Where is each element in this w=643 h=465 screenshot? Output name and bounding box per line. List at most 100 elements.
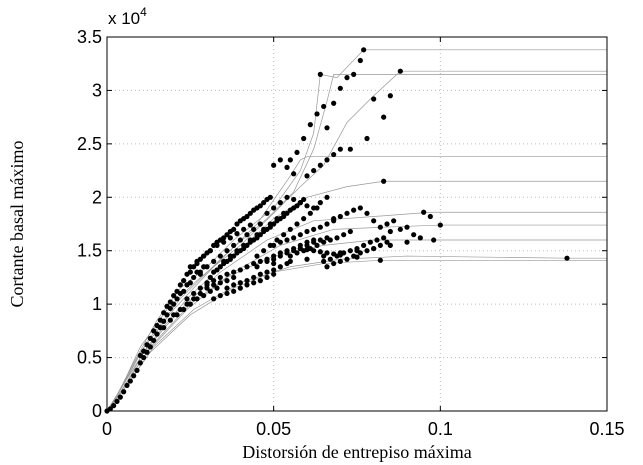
data-point-239: [284, 260, 290, 267]
data-point-247: [257, 278, 263, 284]
data-point-193: [291, 235, 297, 241]
data-point-145: [254, 232, 260, 238]
data-point-230: [224, 285, 230, 291]
data-point-138: [207, 288, 213, 294]
data-point-229: [404, 239, 410, 245]
y-tick-label-3: 1.5: [77, 241, 102, 261]
data-point-328: [304, 247, 310, 253]
data-point-137: [201, 292, 207, 299]
pushover-curve-7: [106, 239, 607, 412]
data-point-249: [271, 271, 277, 277]
data-point-251: [294, 149, 300, 156]
data-point-133: [174, 312, 180, 318]
data-point-281: [337, 213, 343, 220]
data-point-208: [341, 232, 347, 238]
data-point-305: [354, 245, 360, 252]
data-point-254: [314, 111, 320, 117]
data-point-97: [294, 203, 300, 209]
x-tick-label-0: 0: [102, 419, 112, 439]
y-tick-label-0: 0: [92, 401, 102, 421]
data-point-73: [214, 267, 220, 273]
data-point-25: [187, 280, 193, 286]
data-point-126: [211, 282, 217, 288]
data-point-155: [231, 242, 237, 248]
data-point-327: [311, 248, 317, 254]
data-point-171: [261, 248, 267, 254]
data-point-299: [431, 237, 437, 243]
data-point-135: [187, 301, 193, 307]
data-point-174: [281, 232, 287, 238]
data-point-35: [154, 322, 160, 329]
data-point-267: [381, 114, 387, 120]
data-point-101: [191, 290, 197, 297]
data-point-295: [397, 226, 403, 232]
data-point-265: [397, 68, 403, 74]
data-point-315: [357, 250, 363, 256]
data-point-324: [331, 251, 337, 257]
data-point-285: [364, 210, 370, 216]
data-point-151: [204, 264, 210, 270]
data-point-276: [271, 162, 277, 168]
data-point-42: [177, 282, 183, 288]
data-point-244: [237, 285, 243, 291]
data-point-23: [181, 288, 187, 294]
data-point-212: [277, 253, 283, 259]
data-point-282: [344, 210, 350, 216]
data-point-260: [344, 75, 350, 81]
data-point-304: [347, 248, 353, 254]
y-exponent-label: x 104: [108, 5, 147, 28]
data-point-130: [154, 331, 160, 337]
data-point-125: [204, 285, 210, 291]
data-point-6: [124, 382, 130, 388]
data-point-161: [194, 258, 200, 264]
data-point-104: [211, 278, 217, 284]
data-point-143: [241, 242, 247, 248]
data-point-240: [211, 296, 217, 302]
data-point-152: [211, 258, 217, 264]
data-point-278: [284, 164, 290, 170]
data-point-157: [244, 232, 250, 238]
data-point-164: [214, 242, 220, 248]
data-point-317: [371, 245, 377, 252]
data-point-74: [217, 264, 223, 270]
data-point-319: [384, 239, 390, 245]
data-point-4: [117, 394, 123, 400]
data-point-153: [217, 253, 223, 259]
data-point-195: [304, 228, 310, 235]
data-point-245: [244, 282, 250, 288]
data-point-322: [354, 254, 360, 260]
data-point-139: [214, 285, 220, 291]
y-axis-title: Cortante basal máximo: [7, 141, 27, 308]
data-point-301: [327, 256, 333, 262]
data-point-182: [277, 200, 283, 206]
data-point-67: [261, 200, 267, 206]
data-point-66: [257, 203, 263, 209]
data-point-263: [361, 47, 367, 53]
y-tick-label-5: 2.5: [77, 134, 102, 154]
x-tick-labels: 0 0.05 0.1 0.15: [102, 419, 625, 439]
tick-group: [106, 36, 608, 412]
data-point-290: [381, 178, 387, 184]
data-point-32: [144, 342, 150, 348]
data-point-39: [167, 299, 173, 305]
data-point-150: [197, 269, 203, 275]
data-point-210: [264, 258, 270, 264]
data-point-154: [224, 248, 230, 254]
data-point-30: [137, 352, 143, 359]
data-point-37: [161, 310, 167, 316]
data-point-162: [201, 253, 207, 259]
data-point-100: [184, 296, 190, 302]
data-point-289: [391, 218, 397, 224]
data-point-132: [167, 317, 173, 323]
data-point-105: [217, 274, 223, 281]
data-point-292: [427, 213, 433, 220]
data-point-141: [227, 253, 233, 259]
data-point-146: [261, 226, 267, 232]
data-point-110: [251, 260, 257, 267]
data-point-261: [351, 71, 357, 77]
x-axis-title: Distorsión de entrepiso máxima: [242, 442, 471, 462]
data-point-221: [271, 260, 277, 267]
data-point-259: [337, 85, 343, 91]
data-point-237: [271, 267, 277, 273]
data-point-188: [317, 200, 323, 206]
